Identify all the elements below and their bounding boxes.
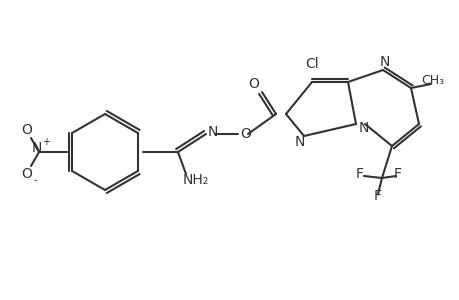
Text: O: O [22,123,33,137]
Text: F: F [355,167,363,181]
Text: CH₃: CH₃ [420,74,443,86]
Text: Cl: Cl [304,57,318,71]
Text: O: O [248,77,259,91]
Text: +: + [42,137,50,147]
Text: O: O [22,167,33,181]
Text: N: N [379,55,389,69]
Text: N: N [294,135,304,149]
Text: F: F [393,167,401,181]
Text: -: - [33,175,37,185]
Text: N: N [358,121,369,135]
Text: F: F [373,189,381,203]
Text: NH₂: NH₂ [183,173,209,187]
Text: N: N [207,125,218,139]
Text: N: N [32,141,42,155]
Text: O: O [240,127,251,141]
